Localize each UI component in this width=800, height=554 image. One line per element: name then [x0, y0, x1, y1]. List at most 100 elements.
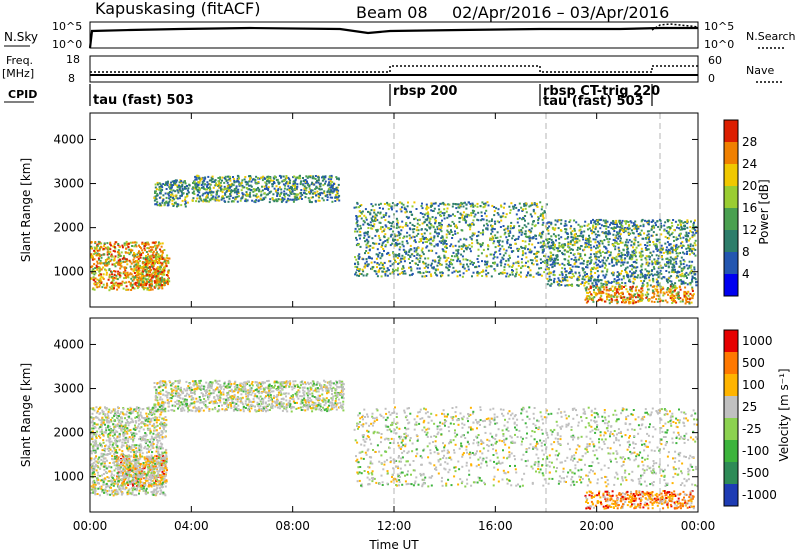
xtick-label-1: 04:00	[174, 519, 209, 533]
nsearch-tick-top: 10^5	[704, 20, 734, 33]
power-region-2	[153, 179, 191, 208]
station-title: Kapuskasing (fitACF)	[95, 0, 260, 18]
colorbar-segment-7	[724, 120, 738, 142]
nave-tick-bottom: 0	[708, 72, 715, 85]
colorbar-segment-6	[724, 352, 738, 374]
power-region-5	[546, 218, 698, 287]
power-colorbar: 4 8 12 16 20 24 28 Power [dB]	[723, 119, 771, 297]
colorbar-tick-6: -500	[742, 466, 769, 480]
power-panel: 1000 2000 3000 4000 Slant Range [km]	[19, 112, 699, 308]
power-ylabel: Slant Range [km]	[19, 158, 33, 262]
nsky-panel	[89, 21, 699, 49]
nave-trace	[90, 65, 698, 73]
colorbar-segment-7	[724, 330, 738, 352]
colorbar-segment-4	[724, 396, 738, 418]
ytick-label-2: 3000	[53, 382, 84, 396]
colorbar-segment-5	[724, 374, 738, 396]
colorbar-segment-2	[724, 440, 738, 462]
colorbar-tick-2: 100	[742, 378, 765, 392]
ytick-label-0: 1000	[53, 470, 84, 484]
ytick-label-3: 4000	[53, 132, 84, 146]
nsky-tick-bottom: 10^0	[52, 38, 82, 51]
power-colorbar-label: Power [dB]	[757, 179, 771, 244]
nsky-tick-top: 10^5	[52, 20, 82, 33]
colorbar-tick-0: 1000	[742, 334, 773, 348]
freq-panel	[89, 55, 699, 83]
velocity-y-axis: 1000 2000 3000 4000	[53, 337, 698, 484]
velocity-xlabel: Time UT	[368, 538, 419, 552]
colorbar-tick-3: 16	[742, 201, 757, 215]
velocity-scatter	[90, 379, 698, 510]
power-region-4	[353, 201, 548, 278]
nave-tick-top: 60	[708, 54, 722, 67]
colorbar-segment-0	[724, 274, 738, 296]
ytick-label-0: 1000	[53, 265, 84, 279]
nsearch-tick-bottom: 10^0	[704, 38, 734, 51]
colorbar-tick-4: 20	[742, 179, 757, 193]
power-region-0	[90, 240, 166, 292]
colorbar-tick-0: 4	[742, 267, 750, 281]
xtick-label-5: 20:00	[579, 519, 614, 533]
velocity-x-axis: 00:00 04:00 08:00 12:00 16:00 20:00 00:00	[73, 318, 716, 533]
freq-tick-top: 18	[66, 53, 80, 66]
power-x-axis	[89, 113, 699, 307]
power-region-3	[191, 174, 341, 204]
power-scatter	[90, 174, 698, 305]
colorbar-tick-1: 500	[742, 356, 765, 370]
velocity-region-3	[353, 406, 698, 488]
colorbar-segment-4	[724, 186, 738, 208]
xtick-label-4: 16:00	[478, 519, 513, 533]
xtick-label-2: 08:00	[275, 519, 310, 533]
colorbar-segment-2	[724, 230, 738, 252]
nsearch-trace	[651, 23, 699, 31]
colorbar-tick-4: -25	[742, 422, 762, 436]
freq-unit: [MHz]	[2, 67, 34, 80]
colorbar-tick-2: 12	[742, 223, 757, 237]
colorbar-segment-1	[724, 462, 738, 484]
cpid-segment-3: rbsp CT-trig 220	[543, 84, 660, 99]
freq-label: Freq.	[6, 54, 33, 67]
colorbar-segment-3	[724, 418, 738, 440]
power-region-1	[133, 254, 171, 287]
date-range: 02/Apr/2016 – 03/Apr/2016	[452, 3, 669, 22]
colorbar-tick-7: -1000	[742, 488, 777, 502]
velocity-region-4	[584, 490, 695, 510]
colorbar-tick-5: -100	[742, 444, 769, 458]
power-time-markers	[393, 113, 661, 307]
velocity-region-2	[153, 379, 346, 413]
velocity-ylabel: Slant Range [km]	[19, 363, 33, 467]
nsky-label: N.Sky	[4, 30, 38, 44]
power-region-6	[584, 285, 695, 305]
colorbar-tick-1: 8	[742, 245, 750, 259]
velocity-colorbar: 1000 500 100 25 -25 -100 -500 -1000 Velocity [m…	[723, 329, 791, 507]
freq-tick-bottom: 8	[68, 72, 75, 85]
colorbar-tick-5: 24	[742, 157, 757, 171]
cpid-label: CPID	[8, 88, 37, 101]
cpid-boundaries	[89, 84, 653, 106]
power-y-axis: 1000 2000 3000 4000	[53, 132, 698, 279]
xtick-label-6: 00:00	[681, 519, 716, 533]
nsearch-label: N.Search	[746, 30, 796, 43]
velocity-time-markers	[393, 318, 661, 512]
xtick-label-3: 12:00	[377, 519, 412, 533]
ytick-label-2: 3000	[53, 177, 84, 191]
colorbar-segment-5	[724, 164, 738, 186]
cpid-segment-1: tau (fast) 503	[93, 93, 194, 108]
beam-label: Beam 08	[356, 3, 428, 22]
colorbar-segment-6	[724, 142, 738, 164]
cpid-segment-4: tau (fast) 503	[543, 94, 644, 109]
velocity-panel: 1000 2000 3000 4000 00:00 04:00 08:00 12:00 16:…	[19, 317, 716, 552]
nsky-trace	[88, 26, 698, 49]
xtick-label-0: 00:00	[73, 519, 108, 533]
ytick-label-1: 2000	[53, 426, 84, 440]
cpid-segment-2: rbsp 200	[393, 84, 457, 99]
colorbar-segment-1	[724, 252, 738, 274]
colorbar-tick-6: 28	[742, 135, 757, 149]
colorbar-segment-0	[724, 484, 738, 506]
colorbar-segment-3	[724, 208, 738, 230]
nave-label: Nave	[746, 64, 774, 77]
velocity-region-1	[90, 406, 168, 497]
colorbar-tick-3: 25	[742, 400, 757, 414]
ytick-label-1: 2000	[53, 221, 84, 235]
